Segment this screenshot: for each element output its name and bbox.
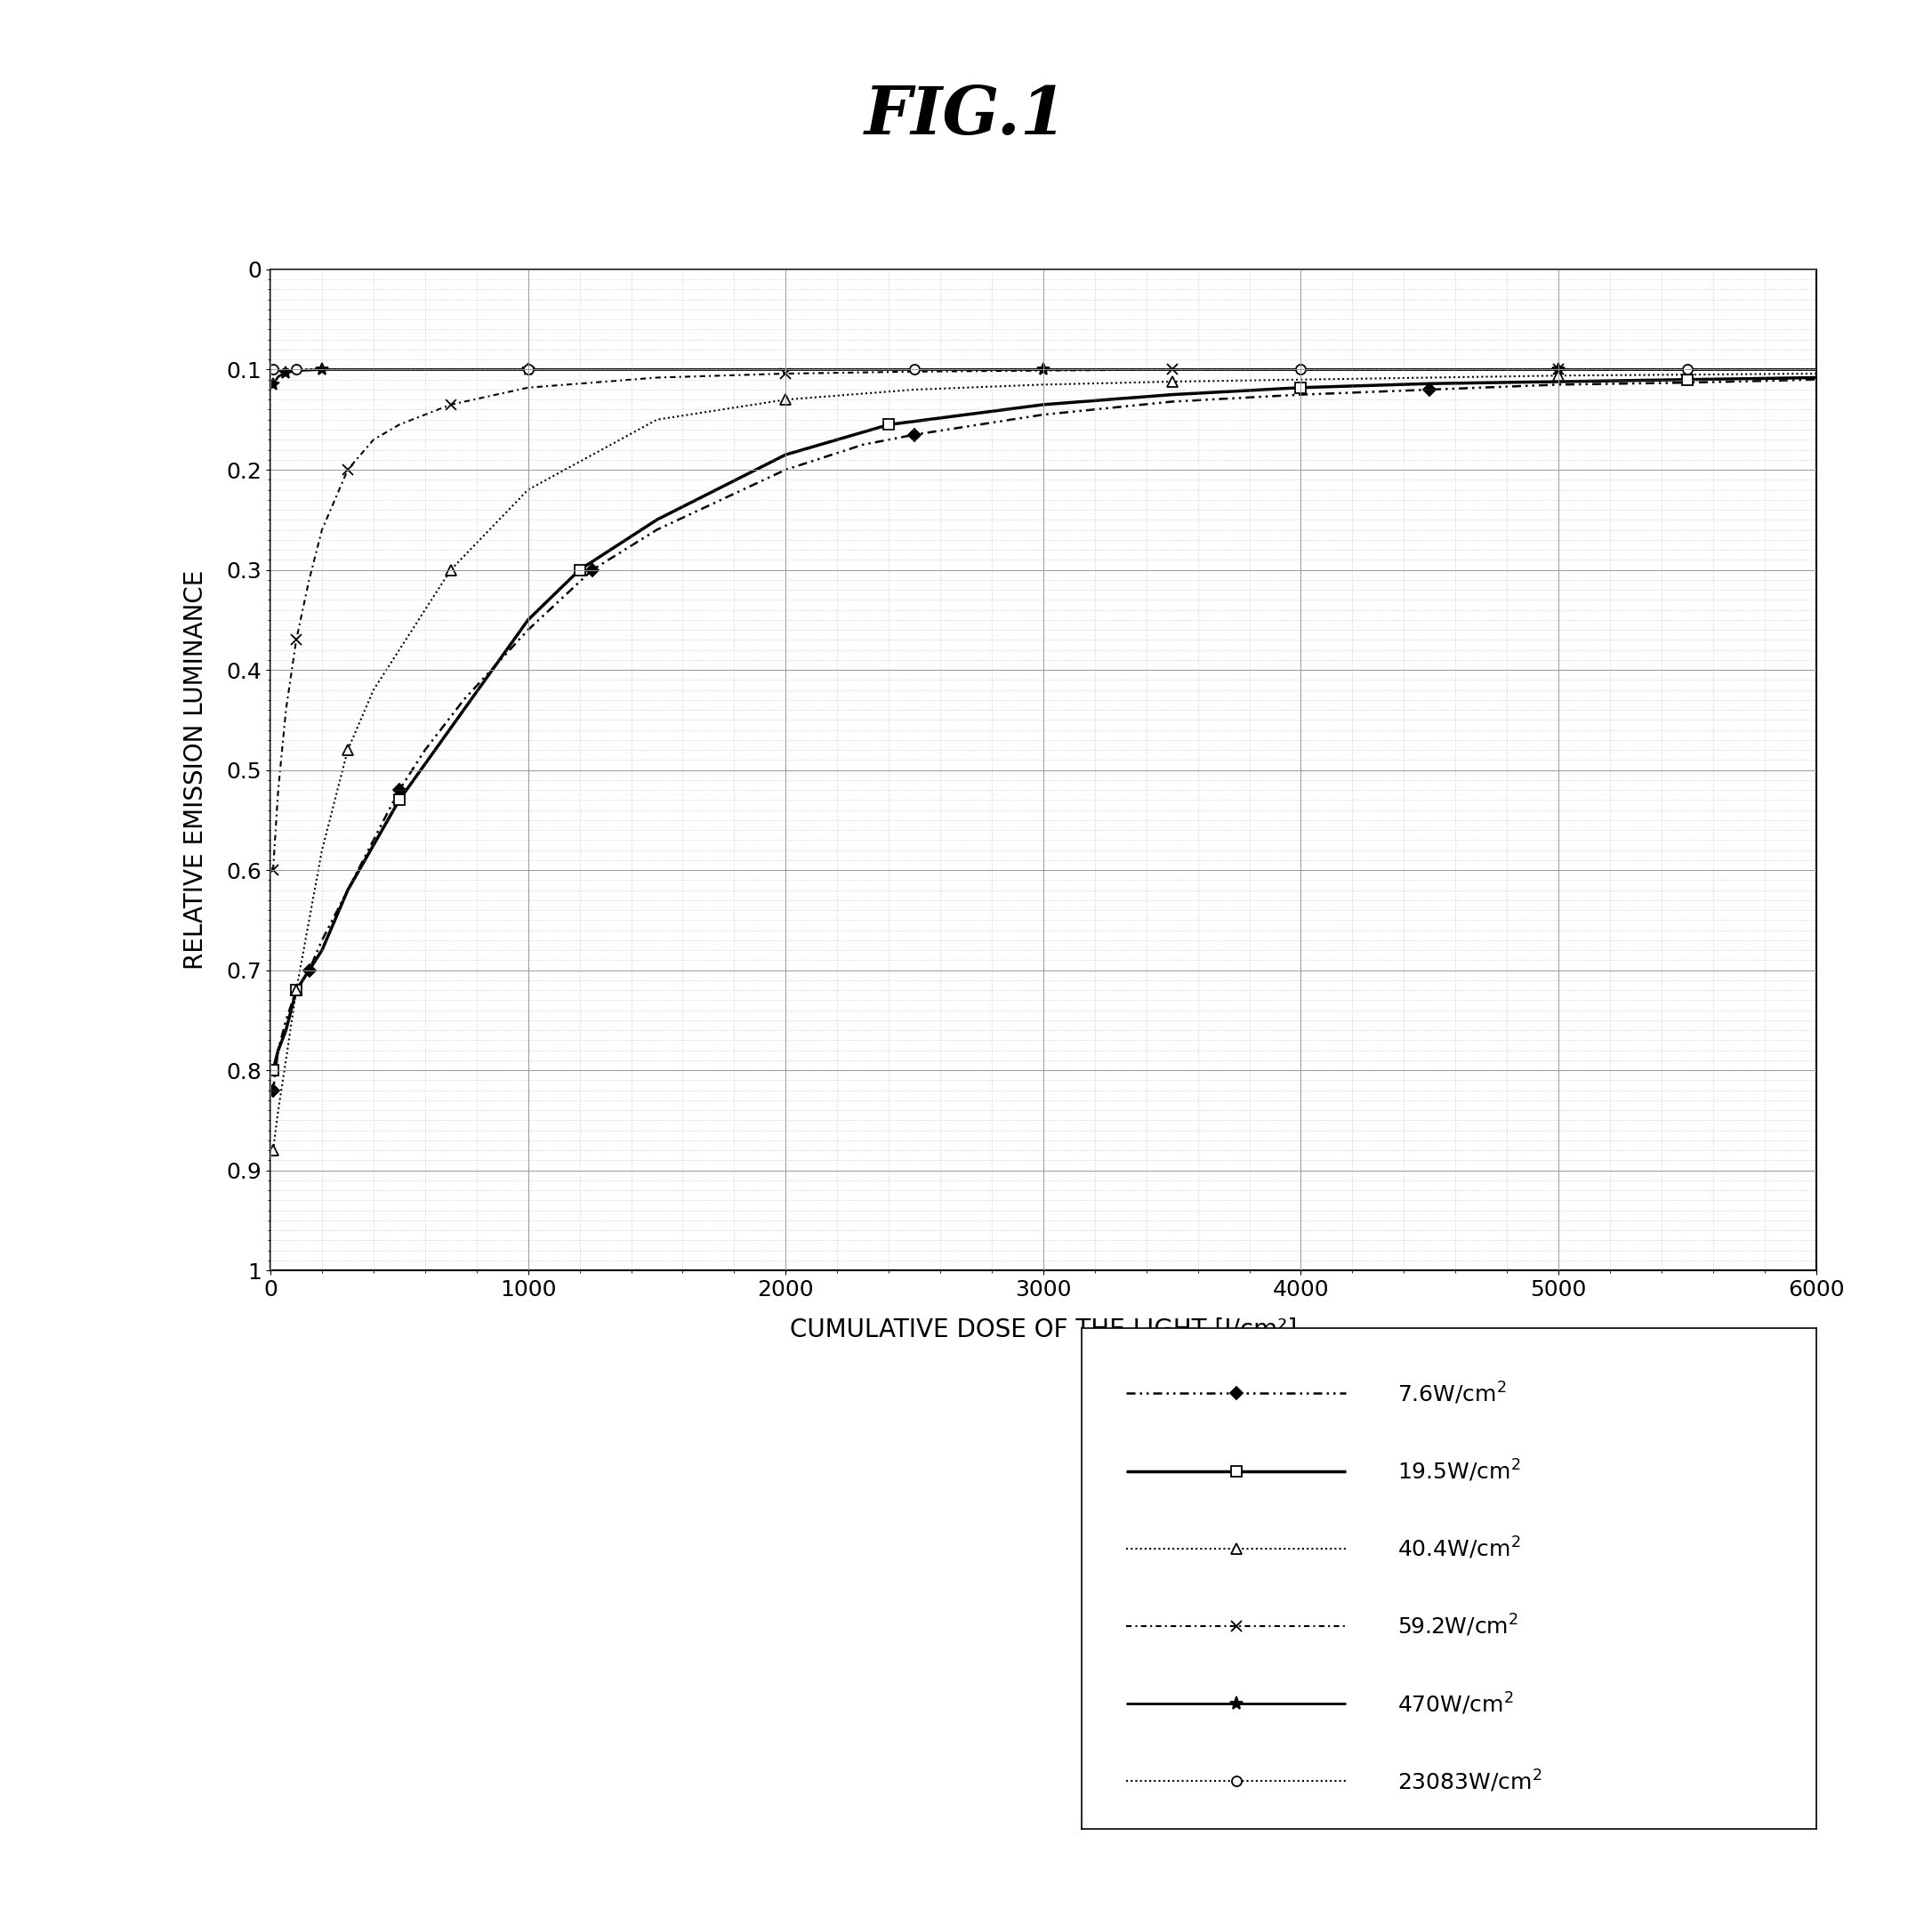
Text: 59.2W/cm$^2$: 59.2W/cm$^2$ bbox=[1397, 1613, 1519, 1638]
Text: 23083W/cm$^2$: 23083W/cm$^2$ bbox=[1397, 1769, 1542, 1794]
X-axis label: CUMULATIVE DOSE OF THE LIGHT [J/cm²]: CUMULATIVE DOSE OF THE LIGHT [J/cm²] bbox=[790, 1319, 1296, 1344]
Y-axis label: RELATIVE EMISSION LUMINANCE: RELATIVE EMISSION LUMINANCE bbox=[184, 570, 209, 970]
Text: 40.4W/cm$^2$: 40.4W/cm$^2$ bbox=[1397, 1536, 1520, 1561]
Text: 470W/cm$^2$: 470W/cm$^2$ bbox=[1397, 1690, 1515, 1717]
Text: FIG.1: FIG.1 bbox=[866, 83, 1066, 148]
Text: 19.5W/cm$^2$: 19.5W/cm$^2$ bbox=[1397, 1457, 1520, 1484]
Text: 7.6W/cm$^2$: 7.6W/cm$^2$ bbox=[1397, 1380, 1507, 1407]
